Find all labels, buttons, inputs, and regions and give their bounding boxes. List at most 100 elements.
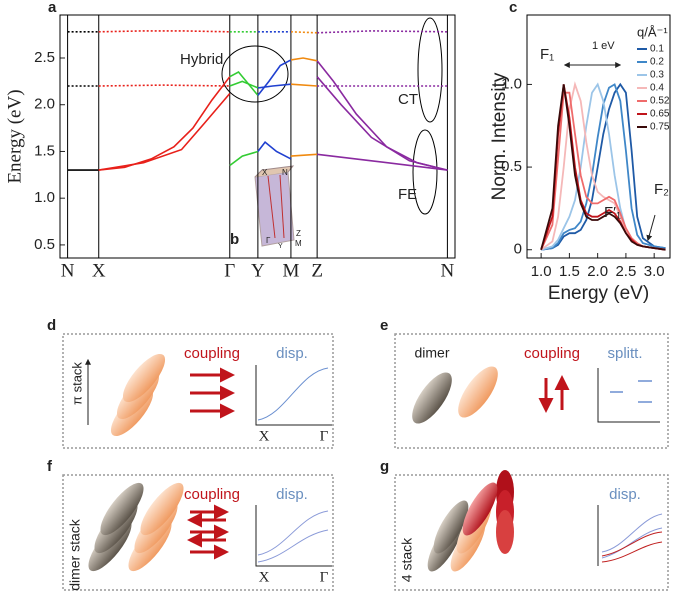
annotation: F₂ (654, 181, 669, 198)
levels (610, 380, 652, 403)
panel-a-layout (221, 17, 443, 247)
legend-label: 0.4 (650, 83, 664, 94)
x-tick-label: 3.0 (644, 263, 665, 280)
legend-label: 0.52 (650, 96, 670, 107)
y-tick-label: 1.0 (34, 189, 55, 206)
x-tick-label: N (61, 260, 75, 281)
x-tick-label: Γ (224, 260, 235, 281)
y-tick-label: 0 (514, 241, 522, 258)
x-tick-label: 2.0 (587, 263, 608, 280)
plot-frame (526, 14, 671, 259)
x-tick-label: 1.0 (531, 263, 552, 280)
dispersion-curve (257, 510, 329, 563)
series-line (229, 80, 259, 89)
molecules (427, 470, 514, 572)
mini-axes (255, 505, 332, 567)
legend-label: 0.75 (650, 122, 670, 133)
result-label: disp. (609, 486, 641, 503)
series-line (290, 83, 318, 87)
annotation: Hybrid (180, 51, 223, 68)
x-axis-label: Energy (eV) (548, 283, 649, 304)
inset-point: Y (278, 243, 283, 250)
molecule (458, 366, 498, 418)
inset-point: X (262, 168, 268, 177)
f2-arrow (646, 214, 656, 242)
coupling-arrows (190, 367, 235, 419)
annotation: 1 eV (592, 40, 615, 52)
panel-box (394, 474, 669, 591)
axis-label: X (259, 428, 270, 444)
legend-label: 0.1 (650, 44, 664, 55)
axis-label: X (259, 569, 270, 585)
series-line (229, 70, 259, 96)
series-line (98, 30, 230, 33)
panel-label: c (509, 0, 517, 16)
inset-point: Z (296, 229, 301, 238)
molecule (412, 372, 452, 424)
inset-point: M (295, 239, 302, 248)
annotation: F₁ (540, 46, 554, 63)
axis-label: Γ (320, 428, 329, 444)
legend-label: 0.65 (650, 109, 670, 120)
stack-label: 4 stack (399, 537, 415, 582)
coupling-arrows (538, 375, 570, 413)
panel-box (394, 333, 669, 449)
plot-frame (59, 14, 456, 259)
y-tick-label: 2.5 (34, 49, 55, 66)
legend-label: 0.3 (650, 70, 664, 81)
series-line (317, 153, 448, 171)
series-line (317, 30, 448, 34)
fe-ellipse (412, 129, 438, 215)
coupling-arrows (187, 504, 229, 560)
x-tick-label: 1.5 (559, 263, 580, 280)
y-tick-label: 1.0 (501, 75, 522, 92)
result-label: disp. (276, 486, 308, 503)
y-tick-label: 2.0 (34, 96, 55, 113)
series-line (290, 57, 318, 62)
coupling-label: coupling (184, 345, 240, 362)
series-line (257, 140, 292, 160)
dispersion-curve (257, 367, 329, 421)
ct-ellipse (417, 17, 443, 123)
axis-label: Γ (320, 569, 329, 585)
series-line (316, 76, 448, 171)
y-axis-label: Energy (eV) (4, 89, 25, 183)
mini-axes (255, 365, 332, 426)
dimer-label: dimer (414, 345, 449, 361)
series-line (229, 150, 259, 167)
molecules (88, 482, 184, 572)
x-tick-label: M (282, 260, 299, 281)
brillouin-zone-inset (254, 165, 295, 247)
series-line (316, 60, 448, 171)
x-tick-label: N (441, 260, 455, 281)
result-label: disp. (276, 345, 308, 362)
panel-label: b (230, 231, 239, 248)
series-line (540, 82, 666, 251)
stack-label: dimer stack (67, 518, 83, 591)
series-line (98, 84, 230, 87)
panel-label: e (380, 317, 388, 334)
series-line (540, 84, 666, 251)
y-axis-label: Norm. Intensity (489, 72, 510, 200)
y-tick-label: 0.5 (501, 158, 522, 175)
series-line (98, 92, 231, 171)
molecules (110, 353, 166, 437)
x-tick-label: 2.5 (615, 263, 636, 280)
inset-point: Γ (266, 236, 271, 245)
x-tick-label: X (92, 260, 106, 281)
series-line (98, 76, 231, 171)
annotation: FE (398, 186, 417, 203)
coupling-label: coupling (184, 486, 240, 503)
panel-box (62, 474, 334, 591)
mini-axes (597, 368, 660, 423)
legend-label: 0.2 (650, 57, 664, 68)
stack-label: π stack (69, 362, 84, 405)
y-tick-label: 0.5 (34, 236, 55, 253)
x-tick-label: Z (311, 260, 323, 281)
series-line (257, 59, 292, 96)
panel-label: d (47, 317, 56, 334)
x-tick-label: Y (251, 260, 265, 281)
inset-point: N (282, 168, 288, 177)
coupling-label: coupling (524, 345, 580, 362)
